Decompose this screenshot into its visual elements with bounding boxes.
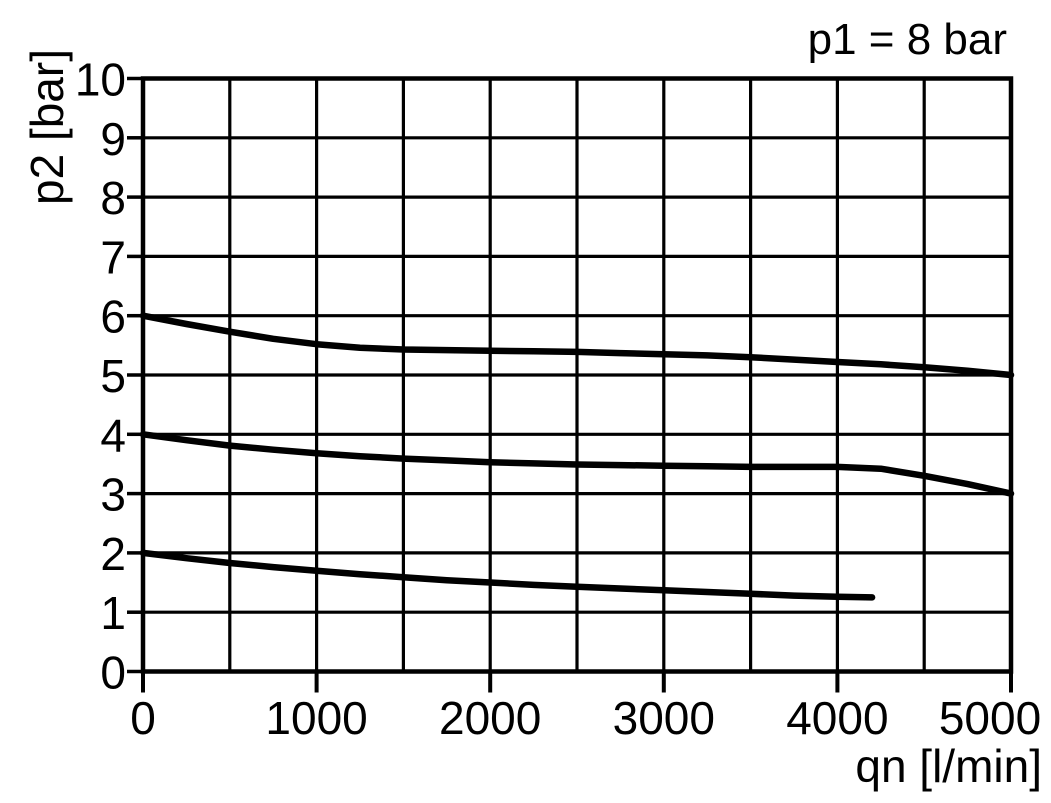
y-tick-label: 0 — [100, 647, 126, 699]
y-tick-label: 7 — [100, 231, 126, 283]
chart-title: p1 = 8 bar — [807, 15, 1007, 64]
curve-start-2-bar — [139, 549, 876, 601]
y-tick-label: 9 — [100, 113, 126, 165]
y-tick-label: 8 — [100, 172, 126, 224]
x-tick-label: 3000 — [613, 692, 715, 744]
x-tick-label: 2000 — [439, 692, 541, 744]
y-tick-label: 2 — [100, 528, 126, 580]
curve-start-4-bar — [139, 431, 1015, 497]
y-tick-label: 3 — [100, 469, 126, 521]
x-axis-label: qn [l/min] — [855, 740, 1042, 792]
x-tick-label: 0 — [130, 692, 156, 744]
y-tick-label: 5 — [100, 350, 126, 402]
y-tick-label: 4 — [100, 409, 126, 461]
y-tick-label: 10 — [75, 54, 126, 106]
x-tick-label: 1000 — [265, 692, 367, 744]
y-tick-label: 6 — [100, 291, 126, 343]
x-tick-label: 4000 — [786, 692, 888, 744]
y-tick-label: 1 — [100, 587, 126, 639]
curve-start-6-bar — [139, 312, 1015, 379]
y-axis-label: p2 [bar] — [21, 49, 73, 205]
x-tick-label: 5000 — [939, 692, 1041, 744]
